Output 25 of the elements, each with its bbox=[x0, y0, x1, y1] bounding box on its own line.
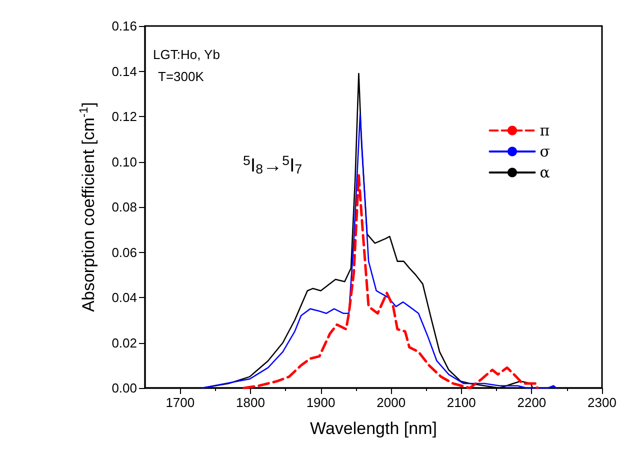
legend-label: σ bbox=[540, 142, 550, 160]
y-tick-label: 0.00 bbox=[112, 380, 137, 396]
y-tick-label: 0.12 bbox=[112, 109, 137, 124]
x-tick-label: 2200 bbox=[517, 395, 546, 410]
y-tick-label: 0.08 bbox=[112, 200, 137, 214]
x-tick-label: 2000 bbox=[376, 395, 406, 410]
x-tick-label: 1800 bbox=[236, 395, 265, 410]
line-series bbox=[201, 114, 557, 389]
y-tick-label: 0.14 bbox=[112, 64, 137, 79]
y-axis-title: Absorption coefficient [cm-1] bbox=[76, 102, 98, 312]
annotation: T=300K bbox=[158, 69, 204, 84]
x-tick-label: 1700 bbox=[166, 395, 195, 410]
x-axis-title: Wavelength [nm] bbox=[310, 419, 437, 438]
legend-label: π bbox=[540, 122, 550, 140]
annotation: LGT:Ho, Yb bbox=[153, 47, 220, 62]
legend-label: α bbox=[540, 164, 550, 182]
y-tick-label: 0.10 bbox=[112, 154, 137, 170]
x-tick-label: 2100 bbox=[446, 395, 476, 410]
x-tick-label: 1900 bbox=[306, 395, 336, 410]
y-tick-label: 0.04 bbox=[112, 290, 137, 305]
line-series bbox=[242, 174, 539, 390]
y-tick-label: 0.16 bbox=[112, 18, 137, 34]
x-tick-label: 2300 bbox=[588, 395, 616, 410]
y-tick-label: 0.02 bbox=[112, 335, 137, 350]
y-tick-label: 0.06 bbox=[112, 244, 137, 260]
